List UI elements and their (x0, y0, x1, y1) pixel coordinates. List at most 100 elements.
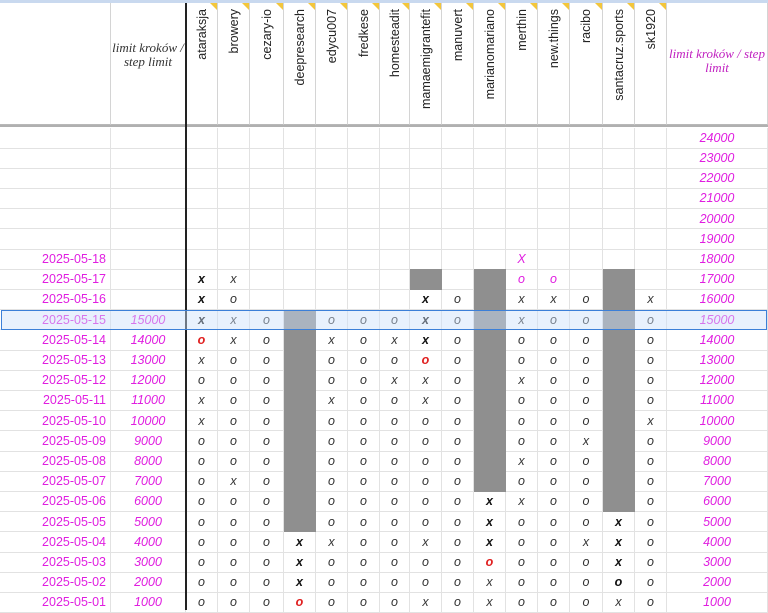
grid-cell[interactable] (410, 229, 442, 250)
grid-cell[interactable] (186, 249, 218, 270)
grid-cell[interactable] (186, 148, 218, 169)
blocked-cell[interactable] (284, 491, 316, 513)
o-mark-cell[interactable]: o (635, 451, 667, 472)
limit-cell[interactable] (111, 269, 186, 291)
o-mark-cell[interactable]: o (348, 431, 380, 452)
grid-cell[interactable] (410, 188, 442, 210)
grid-cell[interactable] (474, 229, 506, 250)
blocked-cell[interactable] (284, 309, 316, 331)
x-mark-cell[interactable]: x (218, 269, 250, 291)
date-cell[interactable] (0, 208, 111, 230)
grid-cell[interactable] (538, 168, 570, 190)
o-mark-cell[interactable]: o (570, 491, 603, 513)
limit-cell[interactable]: 5000 (111, 511, 186, 533)
o-mark-cell[interactable]: o (538, 370, 570, 392)
grid-cell[interactable] (474, 148, 506, 169)
date-cell[interactable]: 2025-05-10 (0, 410, 111, 432)
date-cell[interactable] (0, 128, 111, 149)
o-mark-cell[interactable]: o (635, 491, 667, 513)
x-mark-cell[interactable]: x (218, 330, 250, 351)
o-mark-cell[interactable]: o (186, 552, 218, 573)
o-mark-cell[interactable]: o (380, 451, 410, 472)
blocked-cell[interactable] (474, 451, 506, 472)
o-mark-cell[interactable]: o (250, 350, 284, 371)
o-mark-cell[interactable]: o (442, 552, 474, 573)
grid-cell[interactable] (635, 188, 667, 210)
blocked-cell[interactable] (603, 451, 635, 472)
o-mark-cell[interactable]: o (348, 491, 380, 513)
o-mark-cell[interactable]: o (635, 390, 667, 412)
x-mark-cell[interactable]: x (474, 491, 506, 513)
grid-cell[interactable] (284, 229, 316, 250)
o-mark-cell[interactable]: o (410, 410, 442, 432)
step-limit-cell[interactable]: 8000 (667, 451, 768, 472)
grid-cell[interactable] (538, 188, 570, 210)
grid-cell[interactable] (474, 128, 506, 149)
date-cell[interactable]: 2025-05-15 (0, 309, 111, 331)
grid-cell[interactable] (603, 168, 635, 190)
step-limit-cell[interactable]: 23000 (667, 148, 768, 169)
o-mark-cell[interactable]: o (316, 350, 348, 371)
grid-cell[interactable] (570, 208, 603, 230)
blocked-cell[interactable] (603, 471, 635, 493)
o-mark-cell[interactable]: o (380, 572, 410, 594)
grid-cell[interactable] (218, 229, 250, 250)
blocked-cell[interactable] (474, 431, 506, 452)
grid-cell[interactable] (506, 229, 538, 250)
user-header-fredkese[interactable]: fredkese (348, 3, 380, 125)
step-limit-cell[interactable]: 4000 (667, 532, 768, 553)
blocked-cell[interactable] (603, 330, 635, 351)
blocked-cell[interactable] (284, 390, 316, 412)
o-mark-cell[interactable]: o (348, 309, 380, 331)
grid-cell[interactable] (603, 229, 635, 250)
o-mark-cell[interactable]: o (380, 491, 410, 513)
x-mark-cell[interactable]: x (186, 309, 218, 331)
x-mark-cell[interactable]: x (186, 289, 218, 311)
grid-cell[interactable] (442, 128, 474, 149)
grid-cell[interactable] (218, 208, 250, 230)
o-mark-cell[interactable]: o (380, 410, 410, 432)
grid-cell[interactable] (538, 128, 570, 149)
grid-cell[interactable] (635, 168, 667, 190)
grid-cell[interactable] (316, 208, 348, 230)
o-mark-cell[interactable]: o (186, 572, 218, 594)
o-mark-cell[interactable]: o (218, 491, 250, 513)
grid-cell[interactable] (284, 208, 316, 230)
o-mark-cell[interactable]: o (348, 572, 380, 594)
x-mark-cell[interactable]: x (186, 269, 218, 291)
grid-cell[interactable] (284, 289, 316, 311)
o-mark-cell[interactable]: o (348, 390, 380, 412)
o-mark-cell[interactable]: o (635, 471, 667, 493)
x-mark-cell[interactable]: x (474, 572, 506, 594)
o-mark-cell[interactable]: o (635, 552, 667, 573)
x-mark-cell[interactable]: x (316, 532, 348, 553)
o-mark-cell[interactable]: o (380, 390, 410, 412)
o-mark-cell[interactable]: o (506, 532, 538, 553)
blocked-cell[interactable] (603, 269, 635, 291)
date-cell[interactable] (0, 229, 111, 250)
o-mark-cell[interactable]: o (506, 390, 538, 412)
step-limit-cell[interactable]: 9000 (667, 431, 768, 452)
grid-cell[interactable] (250, 269, 284, 291)
o-mark-cell[interactable]: o (186, 471, 218, 493)
o-mark-cell[interactable]: o (348, 410, 380, 432)
blocked-cell[interactable] (474, 410, 506, 432)
x-mark-cell[interactable]: x (284, 572, 316, 594)
blocked-cell[interactable] (603, 370, 635, 392)
o-mark-cell[interactable]: o (570, 330, 603, 351)
blocked-cell[interactable] (603, 309, 635, 331)
blocked-cell[interactable] (603, 431, 635, 452)
o-mark-cell[interactable]: o (538, 471, 570, 493)
grid-cell[interactable] (635, 229, 667, 250)
x-mark-cell[interactable]: x (506, 491, 538, 513)
grid-cell[interactable] (442, 229, 474, 250)
blocked-cell[interactable] (284, 431, 316, 452)
grid-cell[interactable] (570, 269, 603, 291)
o-mark-cell[interactable]: o (250, 511, 284, 533)
limit-cell[interactable]: 15000 (111, 309, 186, 331)
blocked-cell[interactable] (284, 451, 316, 472)
grid-cell[interactable] (348, 269, 380, 291)
limit-cell[interactable]: 10000 (111, 410, 186, 432)
x-mark-cell[interactable]: x (506, 309, 538, 331)
o-mark-cell[interactable]: o (603, 572, 635, 594)
